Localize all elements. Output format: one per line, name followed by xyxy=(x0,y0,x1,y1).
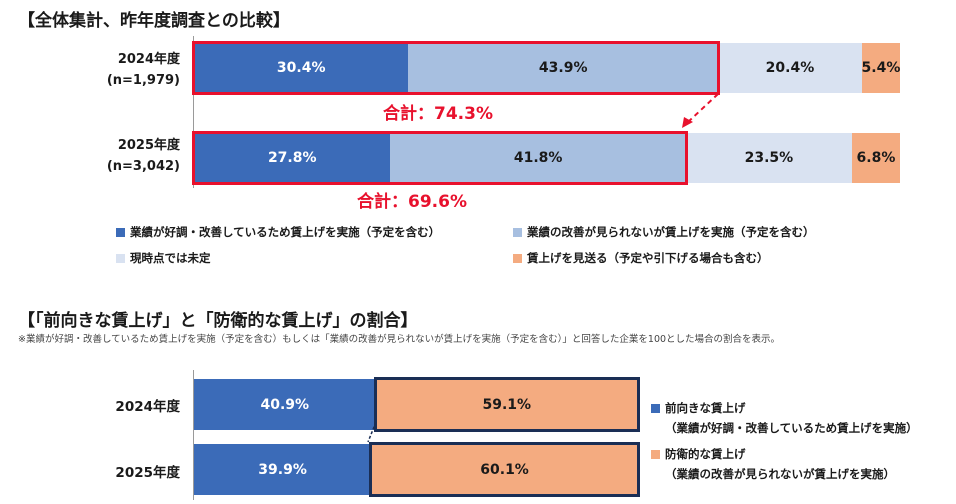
chart2-legend-item-2: 防衛的な賃上げ （業績の改善が見られないが賃上げを実施） xyxy=(651,446,895,482)
chart2-year-2024: 2024年度 xyxy=(115,399,180,415)
chart2-connector xyxy=(367,421,377,443)
chart1-legend-item-2: 業績の改善が見られないが賃上げを実施（予定を含む） xyxy=(513,224,815,240)
legend-sublabel: （業績の改善が見られないが賃上げを実施） xyxy=(665,467,895,481)
legend-label: 防衛的な賃上げ xyxy=(665,447,746,461)
dashed-arrow-line xyxy=(687,93,719,123)
chart1-bar-1-seg-3: 20.4% xyxy=(718,43,862,93)
chart1-bar-1-seg-4: 5.4% xyxy=(862,43,900,93)
chart2-highlight-box-2 xyxy=(369,442,640,497)
chart1-data-label: 20.4% xyxy=(765,60,815,76)
legend-swatch xyxy=(513,253,522,263)
chart2-bar-2-seg-2: 60.1% xyxy=(371,444,638,495)
chart2-note: ※業績が好調・改善しているため賃上げを実施（予定を含む）もしくは「業績の改善が見… xyxy=(18,334,781,345)
chart1-dashed-arrow xyxy=(682,93,719,128)
legend-label: 現時点では未定 xyxy=(130,251,211,265)
chart1-bar-1-seg-2: 43.9% xyxy=(408,43,719,93)
legend-label: 業績が好調・改善しているため賃上げを実施（予定を含む） xyxy=(130,225,441,239)
chart2-title: 【「前向きな賃上げ」と「防衛的な賃上げ」の割合】 xyxy=(18,311,418,331)
chart2-highlight-box-1 xyxy=(373,377,640,432)
chart1-data-label: 23.5% xyxy=(744,150,794,166)
legend-swatch xyxy=(651,403,660,413)
chart1-bar-2-seg-1: 27.8% xyxy=(194,133,391,183)
chart1-category-label-2024: 2024年度 (n=1,979) xyxy=(107,49,180,91)
chart1-year-2024: 2024年度 xyxy=(117,52,180,67)
chart1-data-label: 41.8% xyxy=(513,150,563,166)
chart2-data-label: 59.1% xyxy=(482,396,532,413)
chart1-total-2025: 合計：69.6% xyxy=(357,192,467,212)
chart1-n-2024: (n=1,979) xyxy=(106,73,180,88)
chart2-bar-1-seg-2: 59.1% xyxy=(375,379,638,430)
chart1-bar-1-seg-1: 30.4% xyxy=(194,43,409,93)
chart1-title: 【全体集計、昨年度調査との比較】 xyxy=(18,11,290,31)
chart2-data-label: 60.1% xyxy=(480,461,529,478)
chart1-legend-item-1: 業績が好調・改善しているため賃上げを実施（予定を含む） xyxy=(116,224,440,240)
chart1-bar-2-seg-2: 41.8% xyxy=(390,133,686,183)
chart1-data-label: 27.8% xyxy=(267,150,317,166)
chart2-data-label: 40.9% xyxy=(260,396,310,413)
legend-label: 前向きな賃上げ xyxy=(665,401,746,415)
chart1-year-2025: 2025年度 xyxy=(117,138,180,153)
dashed-arrow-head xyxy=(682,117,693,128)
chart1-data-label: 6.8% xyxy=(856,150,896,166)
chart1-legend-item-3: 現時点では未定 xyxy=(116,250,211,266)
chart1-data-label: 43.9% xyxy=(538,60,588,76)
chart1-highlight-box-1 xyxy=(192,41,721,95)
chart2-axis-line xyxy=(193,370,194,500)
legend-swatch xyxy=(116,227,125,237)
chart1-data-label: 5.4% xyxy=(861,60,901,76)
chart1-data-label: 30.4% xyxy=(276,60,326,76)
legend-sublabel: （業績が好調・改善しているため賃上げを実施） xyxy=(665,421,918,435)
legend-swatch xyxy=(116,253,125,263)
chart1-n-2025: (n=3,042) xyxy=(106,159,180,174)
chart1-highlight-box-2 xyxy=(192,131,688,185)
legend-label: 業績の改善が見られないが賃上げを実施（予定を含む） xyxy=(527,225,815,239)
chart1-category-label-2025: 2025年度 (n=3,042) xyxy=(107,135,180,177)
chart2-bar-1-seg-1: 40.9% xyxy=(194,379,376,430)
chart2-legend-item-1: 前向きな賃上げ （業績が好調・改善しているため賃上げを実施） xyxy=(651,400,918,436)
legend-swatch xyxy=(651,449,660,459)
chart1-total-2024: 合計：74.3% xyxy=(383,104,493,124)
chart1-bar-2-seg-4: 6.8% xyxy=(851,133,900,183)
chart1-legend-item-4: 賃上げを見送る（予定や引下げる場合も含む） xyxy=(513,250,769,266)
legend-label: 賃上げを見送る（予定や引下げる場合も含む） xyxy=(527,251,769,265)
chart1-bar-2-seg-3: 23.5% xyxy=(685,133,852,183)
connector-line xyxy=(367,421,377,443)
chart1-axis-line xyxy=(193,36,194,188)
legend-swatch xyxy=(513,227,522,237)
chart2-bar-2-seg-1: 39.9% xyxy=(194,444,372,495)
chart2-data-label: 39.9% xyxy=(258,461,307,478)
chart2-year-2025: 2025年度 xyxy=(115,465,180,481)
